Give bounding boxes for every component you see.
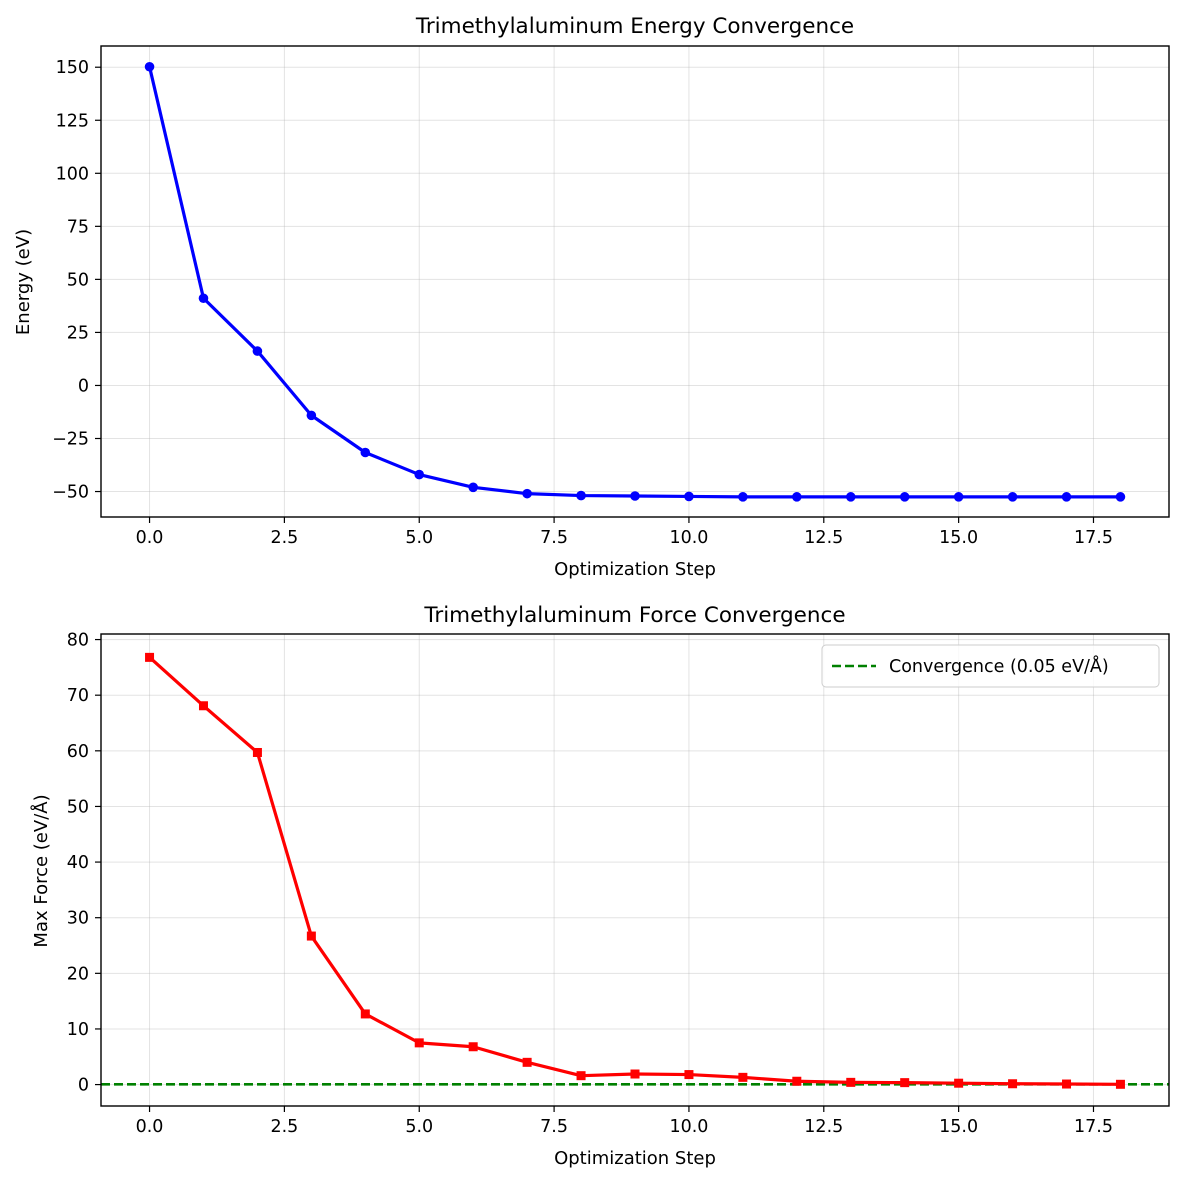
force-data-point-18 bbox=[1115, 1079, 1125, 1089]
energy-data-point-12 bbox=[792, 492, 802, 502]
energy-y-tick-label-1: −25 bbox=[52, 430, 89, 450]
energy-data-point-14 bbox=[899, 492, 910, 502]
energy-x-tick-label-3: 7.5 bbox=[540, 528, 568, 548]
force-series-line bbox=[148, 656, 1121, 1086]
energy-data-point-11 bbox=[738, 492, 748, 502]
energy-data-point-4 bbox=[360, 447, 371, 458]
energy-x-tick-label-4: 10.0 bbox=[669, 528, 708, 548]
energy-x-tick-label-1: 2.5 bbox=[270, 528, 298, 548]
energy-data-point-7 bbox=[522, 488, 532, 499]
energy-x-tick-label-2: 5.0 bbox=[405, 528, 433, 548]
force-x-tick-label-6: 15.0 bbox=[939, 1117, 978, 1137]
force-x-tick-label-4: 10.0 bbox=[669, 1117, 708, 1137]
energy-series-line bbox=[147, 66, 1121, 499]
energy-chart-title: Trimethylaluminum Energy Convergence bbox=[415, 14, 854, 39]
energy-data-point-17 bbox=[1061, 492, 1072, 502]
force-data-point-4 bbox=[360, 1009, 370, 1019]
energy-data-point-13 bbox=[845, 492, 856, 502]
force-x-axis-label: Optimization Step bbox=[554, 1148, 716, 1169]
force-data-point-8 bbox=[576, 1071, 586, 1081]
energy-x-tick-label-0: 0.0 bbox=[136, 528, 164, 548]
energy-panel: Trimethylaluminum Energy Convergence Opt… bbox=[13, 14, 1170, 580]
energy-data-point-10 bbox=[684, 491, 694, 502]
energy-data-point-18 bbox=[1115, 492, 1126, 502]
force-data-point-15 bbox=[954, 1078, 964, 1088]
force-x-tick-label-7: 17.5 bbox=[1074, 1117, 1113, 1137]
force-data-point-14 bbox=[900, 1078, 910, 1088]
force-chart-title: Trimethylaluminum Force Convergence bbox=[423, 603, 845, 628]
energy-data-point-16 bbox=[1007, 492, 1018, 502]
force-y-tick-label-2: 20 bbox=[67, 964, 89, 984]
force-data-point-5 bbox=[414, 1038, 424, 1048]
force-data-point-16 bbox=[1008, 1079, 1018, 1089]
energy-data-point-1 bbox=[198, 293, 209, 304]
force-data-point-17 bbox=[1062, 1079, 1072, 1089]
energy-data-point-3 bbox=[306, 410, 317, 421]
force-data-point-9 bbox=[630, 1069, 640, 1079]
force-legend-label: Convergence (0.05 eV/Å) bbox=[889, 655, 1109, 677]
energy-data-point-5 bbox=[414, 469, 425, 480]
force-y-axis-label: Max Force (eV/Å) bbox=[30, 794, 52, 947]
force-legend: Convergence (0.05 eV/Å) bbox=[821, 644, 1160, 688]
force-plot-frame bbox=[100, 633, 1170, 1107]
force-y-tick-label-1: 10 bbox=[67, 1020, 89, 1040]
force-data-point-13 bbox=[846, 1077, 856, 1087]
energy-y-tick-label-6: 100 bbox=[56, 164, 89, 184]
energy-x-tick-label-6: 15.0 bbox=[939, 528, 978, 548]
energy-y-tick-label-2: 0 bbox=[78, 376, 89, 396]
energy-y-tick-label-0: −50 bbox=[52, 483, 89, 503]
energy-plot-frame bbox=[100, 45, 1170, 518]
force-x-tick-label-1: 2.5 bbox=[270, 1117, 298, 1137]
energy-data-point-0 bbox=[144, 61, 155, 72]
energy-x-tick-label-5: 12.5 bbox=[804, 528, 843, 548]
force-x-tick-label-5: 12.5 bbox=[804, 1117, 843, 1137]
force-y-tick-label-8: 80 bbox=[67, 631, 89, 651]
energy-x-tick-label-7: 17.5 bbox=[1074, 528, 1113, 548]
force-y-tick-label-7: 70 bbox=[67, 686, 89, 706]
energy-x-axis-label: Optimization Step bbox=[554, 559, 716, 580]
force-y-tick-label-0: 0 bbox=[78, 1076, 89, 1096]
force-x-tick-label-0: 0.0 bbox=[136, 1117, 164, 1137]
force-x-tick-label-2: 5.0 bbox=[405, 1117, 433, 1137]
force-data-point-0 bbox=[145, 652, 155, 662]
force-data-point-2 bbox=[252, 747, 262, 757]
energy-y-tick-label-4: 50 bbox=[67, 270, 89, 290]
force-data-point-3 bbox=[306, 931, 316, 941]
force-y-tick-label-5: 50 bbox=[67, 797, 89, 817]
force-data-point-1 bbox=[198, 701, 208, 711]
force-x-tick-label-3: 7.5 bbox=[540, 1117, 568, 1137]
force-data-point-10 bbox=[684, 1070, 694, 1080]
energy-data-point-8 bbox=[576, 490, 586, 501]
force-y-tick-label-4: 40 bbox=[67, 853, 89, 873]
force-data-point-12 bbox=[792, 1076, 802, 1086]
energy-y-tick-label-7: 125 bbox=[56, 111, 89, 131]
force-legend-box bbox=[821, 644, 1160, 688]
force-y-tick-label-6: 60 bbox=[67, 742, 89, 762]
energy-y-tick-label-5: 75 bbox=[67, 217, 89, 237]
energy-data-point-6 bbox=[468, 482, 478, 493]
energy-data-point-9 bbox=[630, 491, 640, 501]
force-data-point-6 bbox=[468, 1042, 478, 1052]
energy-y-tick-label-8: 150 bbox=[56, 58, 89, 78]
force-data-point-7 bbox=[522, 1057, 532, 1067]
energy-y-tick-label-3: 25 bbox=[67, 323, 89, 343]
force-panel: Trimethylaluminum Force Convergence Opti… bbox=[30, 603, 1170, 1169]
energy-data-point-2 bbox=[252, 346, 263, 356]
energy-data-point-15 bbox=[953, 492, 964, 502]
energy-y-axis-label: Energy (eV) bbox=[13, 229, 34, 335]
force-y-tick-label-3: 30 bbox=[67, 909, 89, 929]
force-data-point-11 bbox=[738, 1072, 748, 1082]
